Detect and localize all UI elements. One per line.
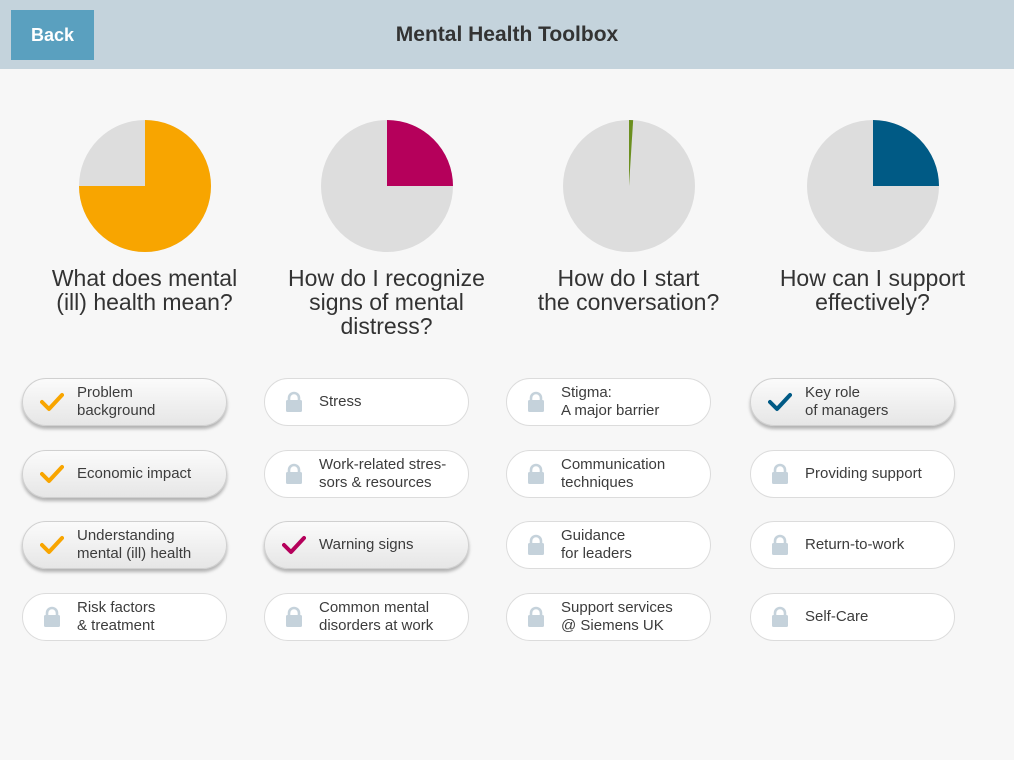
lesson-label: Guidance for leaders xyxy=(561,527,632,562)
lesson-button-locked[interactable]: Self-Care xyxy=(750,593,955,641)
check-icon xyxy=(282,533,306,557)
section-title: What does mental (ill) health mean? xyxy=(51,265,238,315)
lock-icon xyxy=(282,390,306,414)
section-title: How can I support effectively? xyxy=(779,265,966,315)
section-progress-pie xyxy=(562,120,695,252)
lesson-button-locked[interactable]: Communication techniques xyxy=(506,450,711,498)
lock-icon xyxy=(524,462,548,486)
progress-slice xyxy=(628,120,633,186)
lesson-button-completed[interactable]: Warning signs xyxy=(264,521,469,569)
lesson-button-locked[interactable]: Providing support xyxy=(750,450,955,498)
check-icon xyxy=(40,533,64,557)
lock-icon xyxy=(282,462,306,486)
lesson-label: Problem background xyxy=(77,384,156,419)
section-progress-pie xyxy=(320,120,453,252)
lesson-label: Work-related stres- sors & resources xyxy=(319,456,447,491)
lesson-button-locked[interactable]: Risk factors & treatment xyxy=(22,593,227,641)
lesson-button-locked[interactable]: Stigma: A major barrier xyxy=(506,378,711,426)
lesson-button-completed[interactable]: Understanding mental (ill) health xyxy=(22,521,227,569)
section-column: How do I recognize signs of mental distr… xyxy=(264,120,509,641)
lesson-button-completed[interactable]: Problem background xyxy=(22,378,227,426)
lesson-button-locked[interactable]: Common mental disorders at work xyxy=(264,593,469,641)
lesson-label: Return-to-work xyxy=(805,536,905,553)
section-title: How do I start the conversation? xyxy=(537,265,720,315)
lesson-button-locked[interactable]: Guidance for leaders xyxy=(506,521,711,569)
lesson-label: Self-Care xyxy=(805,608,869,625)
check-icon xyxy=(40,462,64,486)
lesson-button-locked[interactable]: Stress xyxy=(264,378,469,426)
lesson-button-locked[interactable]: Work-related stres- sors & resources xyxy=(264,450,469,498)
lesson-label: Common mental disorders at work xyxy=(319,599,434,634)
lesson-button-completed[interactable]: Key role of managers xyxy=(750,378,955,426)
lock-icon xyxy=(524,605,548,629)
lock-icon xyxy=(768,462,792,486)
lesson-label: Understanding mental (ill) health xyxy=(77,527,192,562)
section-column: How can I support effectively? Key role o… xyxy=(750,120,995,641)
lesson-label: Stress xyxy=(319,393,362,410)
section-title: How do I recognize signs of mental distr… xyxy=(288,265,485,339)
progress-slice xyxy=(386,120,453,186)
lesson-label: Support services @ Siemens UK xyxy=(561,599,673,634)
lesson-label: Risk factors & treatment xyxy=(77,599,156,634)
check-icon xyxy=(40,390,64,414)
section-progress-pie xyxy=(78,120,211,252)
lesson-label: Key role of managers xyxy=(805,384,889,419)
progress-slice xyxy=(78,120,211,252)
header-bar xyxy=(0,0,1014,69)
lesson-label: Economic impact xyxy=(77,465,192,482)
lock-icon xyxy=(768,533,792,557)
lock-icon xyxy=(40,605,64,629)
section-progress-pie xyxy=(806,120,939,252)
lock-icon xyxy=(768,605,792,629)
lock-icon xyxy=(282,605,306,629)
progress-slice xyxy=(872,120,939,186)
back-button[interactable]: Back xyxy=(11,10,94,60)
lesson-button-locked[interactable]: Support services @ Siemens UK xyxy=(506,593,711,641)
lesson-button-completed[interactable]: Economic impact xyxy=(22,450,227,498)
lesson-label: Communication techniques xyxy=(561,456,666,491)
section-column: How do I start the conversation? Stigma: … xyxy=(506,120,751,641)
lesson-label: Warning signs xyxy=(319,536,414,553)
lock-icon xyxy=(524,390,548,414)
check-icon xyxy=(768,390,792,414)
lesson-button-locked[interactable]: Return-to-work xyxy=(750,521,955,569)
section-column: What does mental (ill) health mean? Probl… xyxy=(22,120,267,641)
lesson-label: Stigma: A major barrier xyxy=(561,384,660,419)
lock-icon xyxy=(524,533,548,557)
lesson-label: Providing support xyxy=(805,465,922,482)
